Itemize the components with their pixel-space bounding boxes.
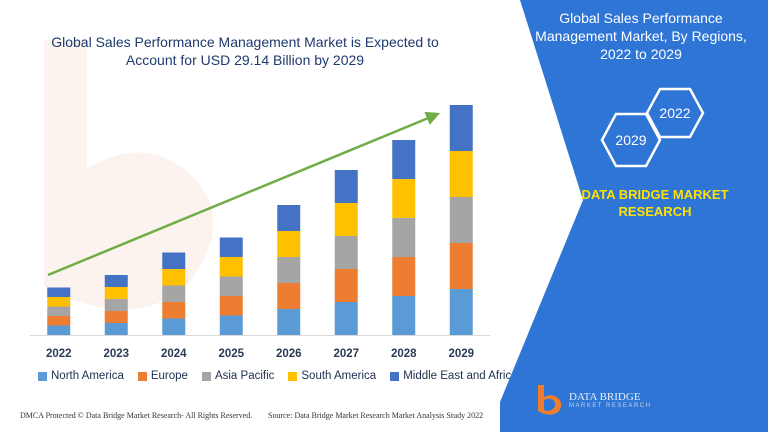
bar-2022-europe xyxy=(47,316,71,326)
legend-item-south-america: South America xyxy=(288,370,376,382)
bar-2028-asia-pacific xyxy=(392,218,416,257)
bar-2022-middle-east-and-africa xyxy=(47,287,71,297)
hexagon-2029: 2029 xyxy=(600,112,662,168)
bar-2023-south-america xyxy=(104,287,128,299)
bar-2024-south-america xyxy=(162,269,186,286)
hexagon-2022: 2022 xyxy=(645,87,705,139)
bar-2029-middle-east-and-africa xyxy=(449,105,473,151)
watermark-logo xyxy=(44,40,214,310)
legend-item-north-america: North America xyxy=(38,370,124,382)
chart-legend: North America Europe Asia Pacific South Ame… xyxy=(38,370,518,382)
bar-2023-north-america xyxy=(104,323,128,335)
company-logo: DATA BRIDGE MARKET RESEARCH xyxy=(535,384,651,416)
x-tick-label: 2029 xyxy=(448,348,474,360)
legend-label: North America xyxy=(51,370,124,382)
legend-swatch xyxy=(390,371,400,381)
bar-2023-middle-east-and-africa xyxy=(104,275,128,287)
bar-2027-asia-pacific xyxy=(334,236,358,269)
bar-2028-middle-east-and-africa xyxy=(392,140,416,179)
stacked-bar-chart: 2022 2023 2024 2025 2026 2027 2028 2029 xyxy=(30,105,490,360)
bar-2026-asia-pacific xyxy=(277,257,301,283)
bar-2027-south-america xyxy=(334,203,358,236)
bar-2029-north-america xyxy=(449,289,473,335)
bar-2028-north-america xyxy=(392,296,416,335)
bar-2023-asia-pacific xyxy=(104,299,128,311)
hexagon-2029-label: 2029 xyxy=(615,132,647,148)
bar-2024-asia-pacific xyxy=(162,285,186,302)
panel-title: Global Sales Performance Management Mark… xyxy=(535,10,747,62)
bar-2027-europe xyxy=(334,269,358,302)
bar-2025-north-america xyxy=(219,315,243,335)
bar-2026-middle-east-and-africa xyxy=(277,205,301,231)
bar-2026-europe xyxy=(277,283,301,309)
hexagon-2022-label: 2022 xyxy=(659,105,691,121)
footer-source: Source: Data Bridge Market Research Mark… xyxy=(268,411,484,420)
legend-item-middle-east-and-africa: Middle East and Africa xyxy=(390,370,518,382)
bar-2024-europe xyxy=(162,302,186,319)
x-tick-label: 2028 xyxy=(391,348,417,360)
x-tick-label: 2022 xyxy=(46,348,72,360)
bar-2026-south-america xyxy=(277,231,301,257)
brand-name: DATA BRIDGE MARKET RESEARCH xyxy=(581,187,729,219)
x-tick-label: 2023 xyxy=(103,348,129,360)
bar-2028-europe xyxy=(392,257,416,296)
trend-arrow-line xyxy=(47,115,433,277)
legend-swatch xyxy=(38,371,47,381)
bar-2022-asia-pacific xyxy=(47,306,71,316)
trend-arrow-head xyxy=(424,111,440,125)
bar-2025-europe xyxy=(219,296,243,316)
bar-2025-asia-pacific xyxy=(219,276,243,296)
logo-name: DATA BRIDGE xyxy=(569,390,641,403)
bar-2029-south-america xyxy=(449,151,473,197)
legend-swatch xyxy=(137,371,147,381)
x-tick-label: 2025 xyxy=(218,348,244,360)
logo-mark-icon xyxy=(538,385,562,415)
bar-2029-europe xyxy=(449,243,473,289)
footer-copyright: DMCA Protected © Data Bridge Market Rese… xyxy=(20,411,253,420)
logo-tagline: MARKET RESEARCH xyxy=(569,402,652,409)
bar-2024-middle-east-and-africa xyxy=(162,252,186,269)
bar-2027-middle-east-and-africa xyxy=(334,170,358,203)
bar-2024-north-america xyxy=(162,318,186,335)
bar-2025-middle-east-and-africa xyxy=(219,237,243,257)
chart-title: Global Sales Performance Management Mark… xyxy=(51,34,439,68)
legend-label: Europe xyxy=(150,370,188,382)
bar-2023-europe xyxy=(104,311,128,323)
bar-2026-north-america xyxy=(277,309,301,335)
legend-label: Middle East and Africa xyxy=(403,370,518,382)
legend-swatch xyxy=(288,371,298,381)
x-tick-label: 2026 xyxy=(276,348,302,360)
legend-swatch xyxy=(201,371,211,381)
legend-item-europe: Europe xyxy=(137,370,188,382)
bar-2029-asia-pacific xyxy=(449,197,473,243)
bar-2022-north-america xyxy=(47,325,71,335)
x-tick-label: 2024 xyxy=(161,348,187,360)
bar-2022-south-america xyxy=(47,297,71,307)
x-tick-label: 2027 xyxy=(333,348,359,360)
bar-2028-south-america xyxy=(392,179,416,218)
legend-label: Asia Pacific xyxy=(214,370,275,382)
legend-label: South America xyxy=(301,370,377,382)
bar-2025-south-america xyxy=(219,257,243,277)
legend-item-asia-pacific: Asia Pacific xyxy=(201,370,275,382)
chart-area: Global Sales Performance Management Mark… xyxy=(20,34,518,420)
bar-2027-north-america xyxy=(334,302,358,335)
